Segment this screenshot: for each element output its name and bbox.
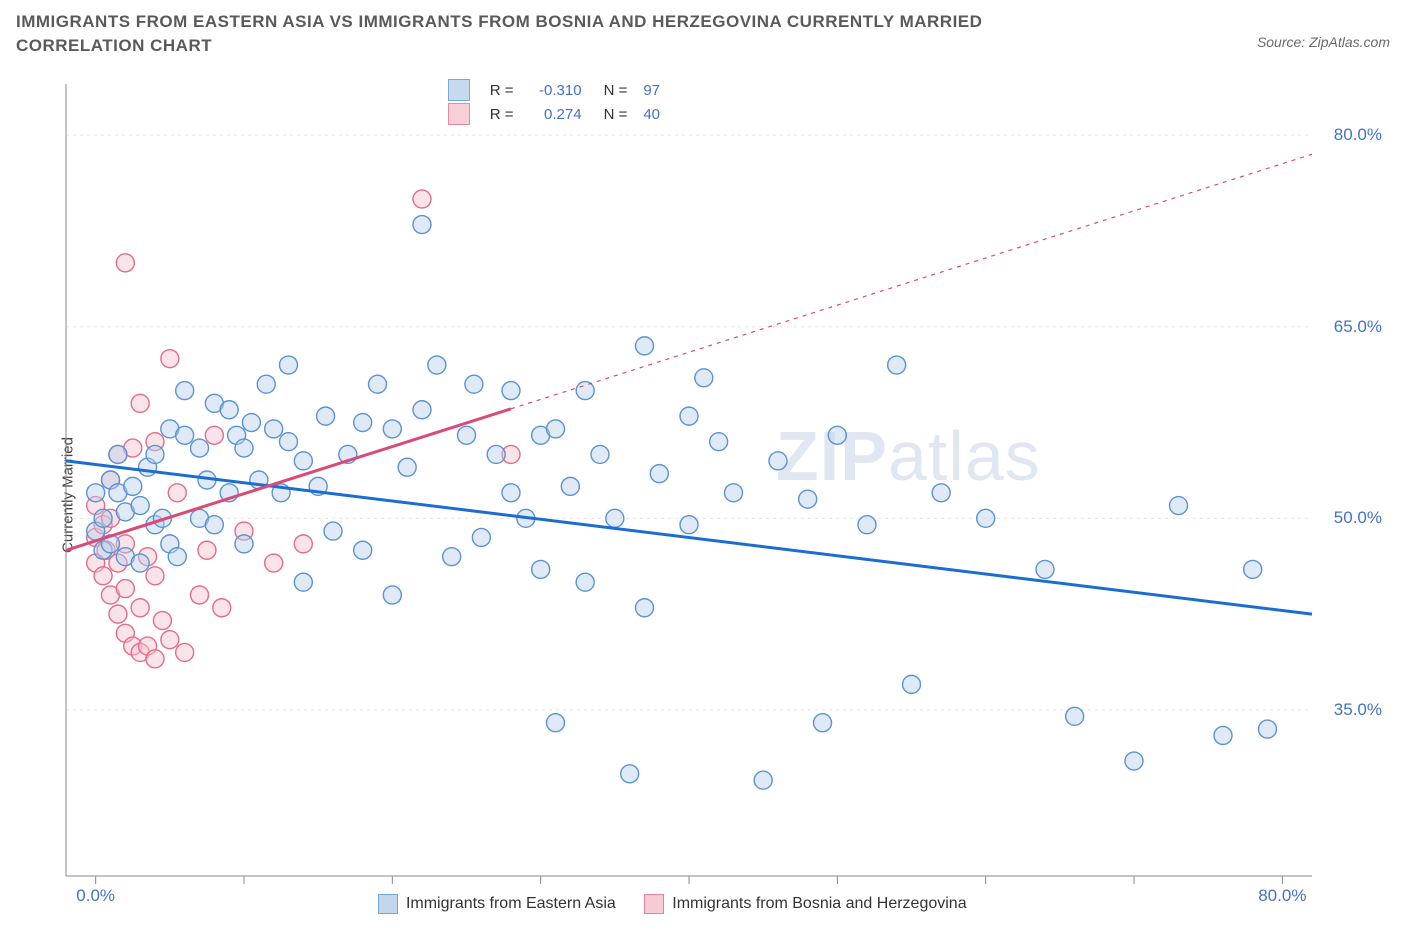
header: IMMIGRANTS FROM EASTERN ASIA VS IMMIGRAN… xyxy=(0,0,1406,58)
legend-stats: R = -0.310 N = 97 R = 0.274 N = 40 xyxy=(440,78,668,126)
y-tick-label: 50.0% xyxy=(1334,508,1382,528)
x-tick-label: 80.0% xyxy=(1258,886,1306,906)
y-tick-label: 35.0% xyxy=(1334,700,1382,720)
legend-series: Immigrants from Eastern Asia Immigrants … xyxy=(378,894,967,914)
legend-item: Immigrants from Bosnia and Herzegovina xyxy=(644,894,967,914)
y-tick-label: 80.0% xyxy=(1334,125,1382,145)
y-tick-label: 65.0% xyxy=(1334,317,1382,337)
chart-title: IMMIGRANTS FROM EASTERN ASIA VS IMMIGRAN… xyxy=(16,10,1116,58)
source-label: Source: ZipAtlas.com xyxy=(1257,34,1390,50)
chart-container: Currently Married ZIPatlas 35.0%50.0%65.… xyxy=(16,76,1390,914)
legend-item: Immigrants from Eastern Asia xyxy=(378,894,616,914)
x-tick-label: 0.0% xyxy=(76,886,115,906)
scatter-plot xyxy=(58,76,1390,914)
